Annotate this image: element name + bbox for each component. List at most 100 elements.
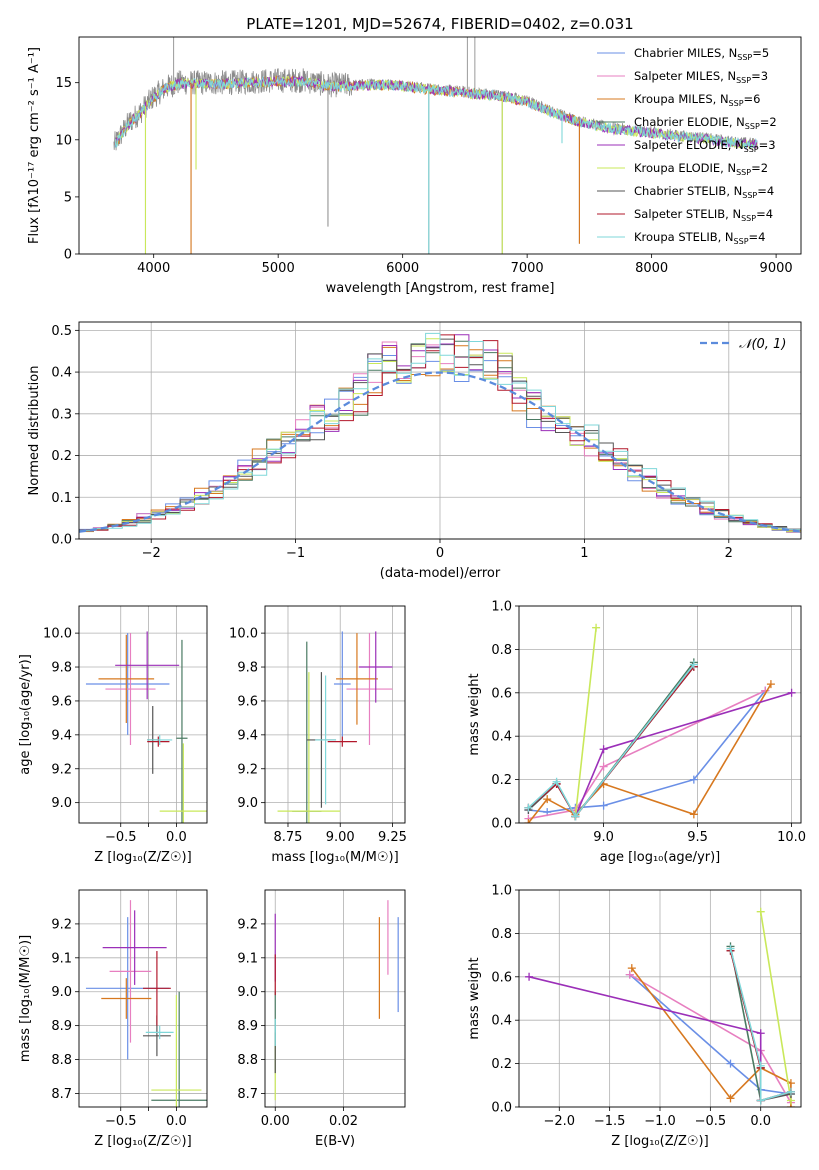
axes-weight_vs_age: 9.0 9.5 10.0 0.0 0.2 0.4 0.6 0.8 1.0 age [log₁₀(a…	[467, 600, 806, 866]
weight-marker-salpeter_elodie	[756, 1029, 765, 1038]
weight-marker-salpeter_miles	[599, 762, 608, 771]
legend-text: Chabrier ELODIE, N	[634, 115, 745, 129]
plot-area-age_vs_mass	[277, 631, 393, 823]
weight-line-kroupa_stelib	[527, 664, 695, 818]
y-tick-label: 0.1	[51, 491, 72, 506]
legend-text: Kroupa MILES, N	[634, 92, 729, 106]
axes-weight_vs_Z: −2.0 −1.5 −1.0 −0.5 0.0 0.0 0.2 0.4 0.6 0.8 1.0 Z […	[467, 884, 802, 1149]
weight-marker-kroupa_stelib	[726, 944, 735, 953]
x-tick-label: 0	[436, 546, 444, 561]
weight-line-kroupa_elodie	[574, 627, 597, 817]
weight-marker-kroupa_stelib	[524, 803, 533, 812]
x-tick-label: 4000	[137, 261, 170, 276]
y-tick-label: 0.4	[491, 730, 512, 745]
y-tick-label: 10.0	[43, 627, 72, 642]
legend-subscript: SSP	[729, 99, 744, 108]
weight-marker-salpeter_elodie	[599, 745, 608, 754]
legend-text: Kroupa STELIB, N	[634, 230, 734, 244]
y-tick-label: 9.6	[237, 694, 258, 709]
x-tick-label: 8000	[635, 261, 668, 276]
x-tick-label: 2	[725, 546, 733, 561]
legend-entry: Chabrier MILES, NSSP=5	[634, 46, 769, 62]
weight-marker-kroupa_elodie	[756, 907, 765, 916]
x-tick-label: 5000	[262, 261, 295, 276]
legend-subscript: SSP	[736, 76, 751, 85]
legend-tail: =4	[757, 184, 774, 198]
legend-text: Salpeter STELIB, N	[634, 207, 741, 221]
axes-residuals: −2 −1 0 1 2 0.0 0.1 0.2 0.3 0.4 0.5 (data-model)/er…	[27, 321, 802, 581]
x-tick-label: −2.0	[543, 1114, 575, 1129]
y-axis-label: mass [log₁₀(M/M☉)]	[18, 935, 33, 1062]
y-tick-label: 9.2	[237, 917, 258, 932]
y-tick-label: 10.0	[229, 627, 258, 642]
legend-text: Kroupa ELODIE, N	[634, 161, 736, 175]
axes-age_vs_mass: 8.75 9.00 9.25 9.0 9.2 9.4 9.6 9.8 10.0 mass [log…	[229, 605, 407, 865]
x-tick-label: −1.0	[644, 1114, 676, 1129]
x-axis-label: Z [log₁₀(Z/Z☉)]	[94, 1134, 191, 1149]
x-tick-label: 9.25	[378, 830, 407, 845]
axes-age_vs_Z: −0.5 0.0 9.0 9.2 9.4 9.6 9.8 10.0 Z [log₁₀(Z/Z☉)…	[18, 605, 208, 865]
y-tick-label: 9.8	[51, 661, 72, 676]
y-axis-label: age [log₁₀(age/yr)]	[18, 654, 33, 775]
y-tick-label: 9.2	[237, 762, 258, 777]
y-tick-label: 0.4	[491, 1014, 512, 1029]
weight-marker-salpeter_elodie	[525, 972, 534, 981]
legend-tail: =5	[752, 46, 769, 60]
weight-marker-chabrier_miles	[726, 1059, 735, 1068]
legend-subscript: SSP	[737, 53, 752, 62]
y-tick-label: 9.4	[237, 728, 258, 743]
y-axis-label: mass weight	[467, 673, 482, 755]
plots-layer: 4000 5000 6000 7000 8000 9000051015wavelength…	[18, 36, 806, 1149]
y-tick-label: 8.7	[237, 1087, 258, 1102]
y-tick-label: 9.4	[51, 728, 72, 743]
y-tick-label: 9.8	[237, 661, 258, 676]
x-tick-label: −1	[286, 546, 305, 561]
axes-frame-age_vs_mass	[264, 605, 406, 824]
y-tick-label: 9.1	[237, 951, 258, 966]
weight-marker-kroupa_miles	[524, 819, 533, 823]
legend-text: Salpeter ELODIE, N	[634, 138, 744, 152]
y-axis-label: mass weight	[467, 957, 482, 1039]
grid-age_vs_mass	[265, 606, 405, 823]
legend-subscript: SSP	[736, 168, 751, 177]
axes-mass_vs_Z: −0.5 0.0 8.7 8.8 8.9 9.0 9.1 9.2 Z [log₁₀(Z/Z☉)]…	[18, 889, 208, 1149]
y-tick-label: 8.9	[237, 1019, 258, 1034]
x-tick-label: 7000	[511, 261, 544, 276]
y-tick-label: 0.6	[491, 970, 512, 985]
legend-entry: Chabrier STELIB, NSSP=4	[634, 184, 774, 200]
legend-entry: Chabrier ELODIE, NSSP=2	[634, 115, 777, 131]
y-tick-label: 0.0	[491, 1101, 512, 1116]
weight-marker-chabrier_miles	[599, 801, 608, 810]
x-tick-label: 6000	[386, 261, 419, 276]
plot-area-weight_vs_age	[524, 623, 796, 823]
weight-marker-kroupa_stelib	[756, 1096, 765, 1105]
legend-subscript: SSP	[734, 237, 749, 246]
residual-histogram-kroupa_stelib	[79, 332, 801, 532]
weight-line-chabrier_miles	[629, 974, 792, 1095]
axes-frame-weight_vs_Z	[518, 889, 802, 1108]
weight-marker-salpeter_elodie	[787, 688, 796, 697]
axes-frame-spectrum	[78, 36, 802, 255]
x-tick-label: 0.0	[750, 1114, 771, 1129]
axes-spectrum: 4000 5000 6000 7000 8000 9000 0 5 10 15 wavelength…	[27, 36, 802, 296]
legend-text: Chabrier STELIB, N	[634, 184, 742, 198]
weight-marker-chabrier_miles	[689, 775, 698, 784]
weight-marker-kroupa_miles	[627, 964, 636, 973]
model-spectrum-kroupa_stelib	[114, 75, 758, 149]
y-axis-label: Normed distribution	[27, 366, 42, 496]
legend-entry: Kroupa MILES, NSSP=6	[634, 92, 760, 108]
y-tick-label: 10	[55, 133, 72, 148]
axes-frame-weight_vs_age	[518, 605, 802, 824]
x-tick-label: 9.00	[326, 830, 355, 845]
weight-marker-kroupa_miles	[689, 810, 698, 819]
y-tick-label: 8.8	[237, 1053, 258, 1068]
x-tick-label: 0.0	[166, 1114, 187, 1129]
axes-frame-age_vs_Z	[78, 605, 208, 824]
legend-tail: =6	[744, 92, 761, 106]
legend-entry: Salpeter STELIB, NSSP=4	[634, 207, 773, 223]
x-axis-label: age [log₁₀(age/yr)]	[600, 850, 721, 865]
figure-title: PLATE=1201, MJD=52674, FIBERID=0402, z=0…	[246, 15, 633, 33]
y-tick-label: 0.2	[491, 773, 512, 788]
weight-marker-kroupa_stelib	[552, 777, 561, 786]
